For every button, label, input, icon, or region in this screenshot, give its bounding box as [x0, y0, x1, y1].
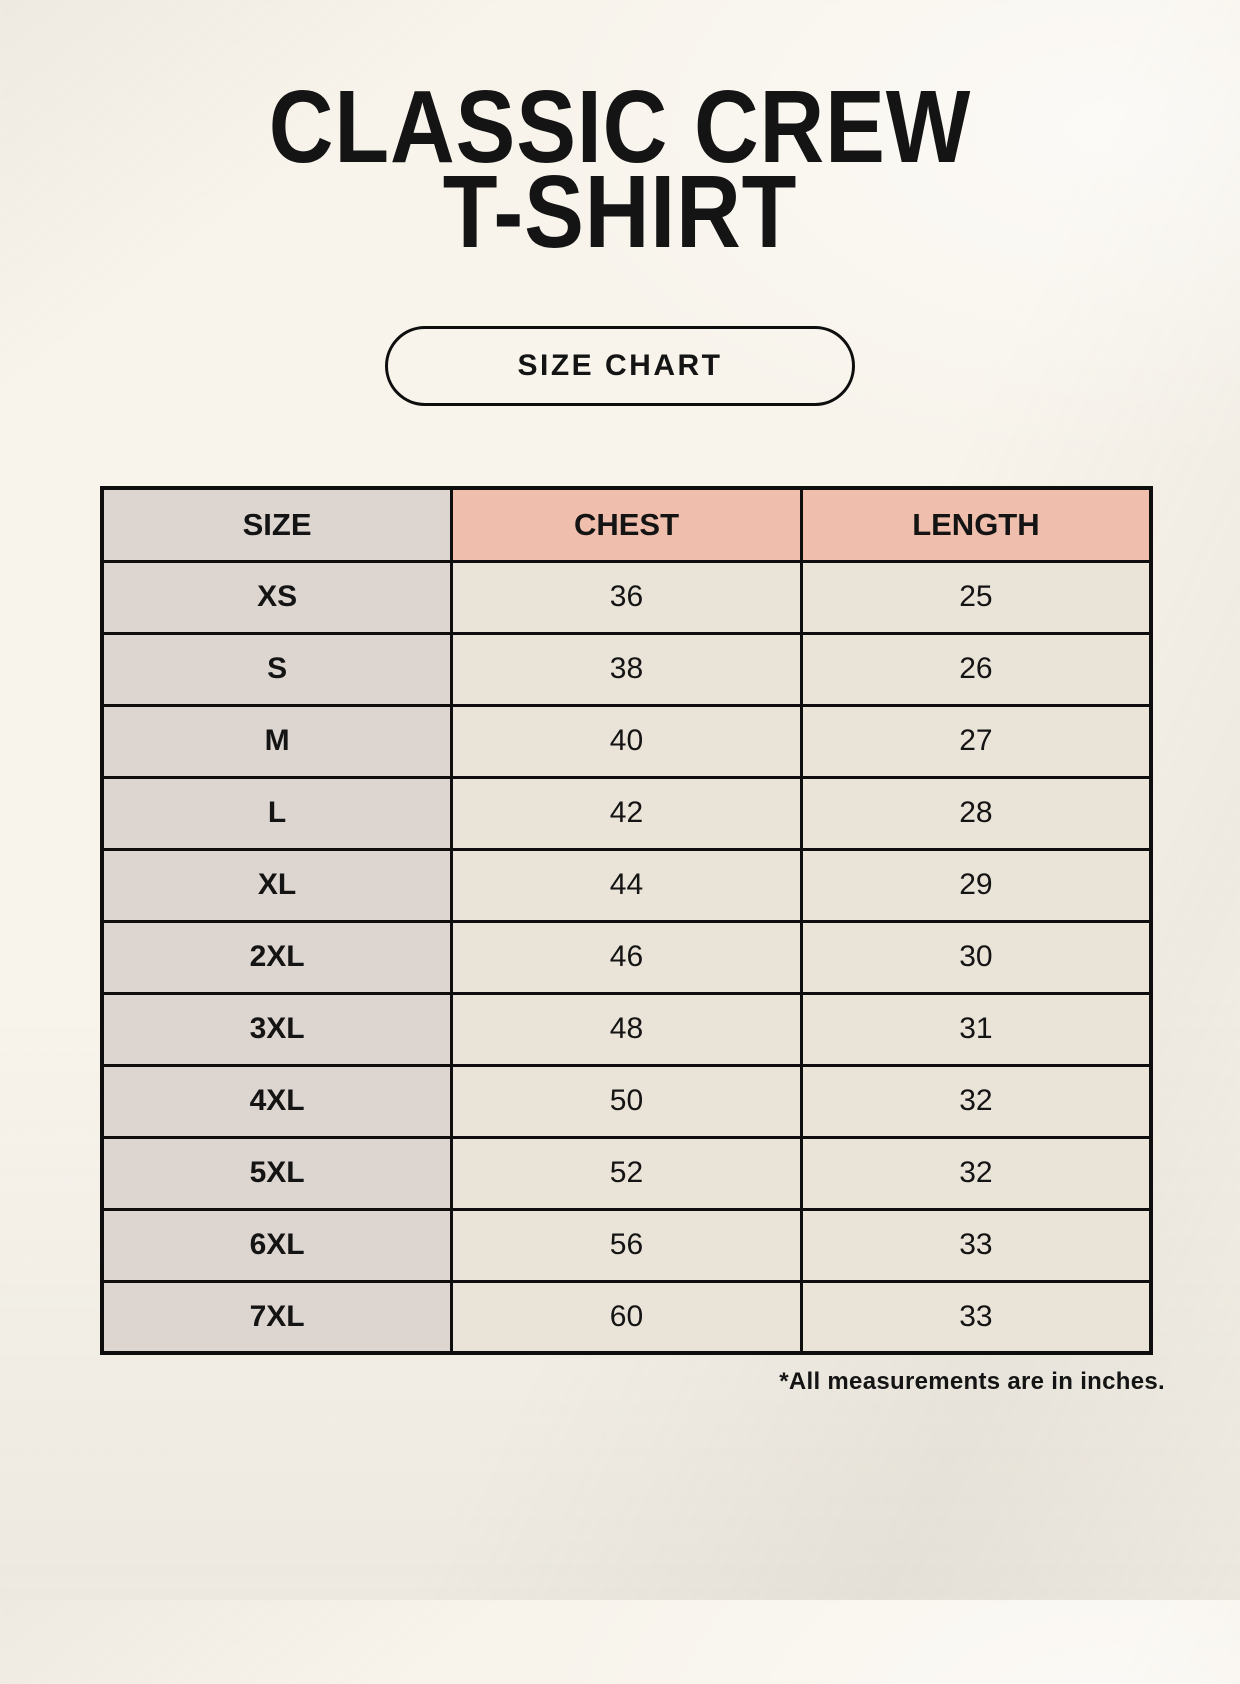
- chest-cell: 42: [450, 775, 803, 851]
- table-row: XS 36 25: [100, 559, 1153, 635]
- size-table-body: XS 36 25 S 38 26 M 40 27 L 42 28 XL 44 29 2XL 46 30 3XL 48 3…: [100, 559, 1153, 1355]
- size-cell: 7XL: [100, 1279, 454, 1355]
- chest-cell: 36: [450, 559, 803, 635]
- length-cell: 30: [799, 919, 1153, 995]
- column-header-size: SIZE: [100, 486, 454, 563]
- length-cell: 32: [799, 1135, 1153, 1211]
- table-row: 4XL 50 32: [100, 1063, 1153, 1139]
- length-cell: 33: [799, 1279, 1153, 1355]
- chest-cell: 50: [450, 1063, 803, 1139]
- length-cell: 31: [799, 991, 1153, 1067]
- size-cell: L: [100, 775, 454, 851]
- header-row: SIZE CHEST LENGTH: [100, 486, 1153, 563]
- size-chart-badge[interactable]: SIZE CHART: [385, 326, 855, 406]
- size-cell: 6XL: [100, 1207, 454, 1283]
- size-cell: 2XL: [100, 919, 454, 995]
- length-cell: 29: [799, 847, 1153, 923]
- size-chart-table: SIZE CHEST LENGTH XS 36 25 S 38 26 M 40 27 L 42 28 X…: [100, 486, 1153, 1355]
- size-cell: M: [100, 703, 454, 779]
- chest-cell: 46: [450, 919, 803, 995]
- size-cell: 5XL: [100, 1135, 454, 1211]
- size-cell: S: [100, 631, 454, 707]
- chest-cell: 40: [450, 703, 803, 779]
- chest-cell: 44: [450, 847, 803, 923]
- length-cell: 27: [799, 703, 1153, 779]
- chest-cell: 48: [450, 991, 803, 1067]
- table-row: 3XL 48 31: [100, 991, 1153, 1067]
- size-cell: 4XL: [100, 1063, 454, 1139]
- size-cell: XL: [100, 847, 454, 923]
- column-header-length: LENGTH: [799, 486, 1153, 563]
- page-title: CLASSIC CREW T-SHIRT: [81, 75, 1160, 263]
- size-cell: 3XL: [100, 991, 454, 1067]
- badge-row: SIZE CHART: [0, 326, 1240, 406]
- table-row: XL 44 29: [100, 847, 1153, 923]
- page-title-line1: CLASSIC CREW: [268, 69, 972, 184]
- size-chart-badge-label: SIZE CHART: [517, 349, 723, 382]
- table-row: L 42 28: [100, 775, 1153, 851]
- length-cell: 26: [799, 631, 1153, 707]
- length-cell: 28: [799, 775, 1153, 851]
- length-cell: 33: [799, 1207, 1153, 1283]
- chest-cell: 56: [450, 1207, 803, 1283]
- column-header-chest: CHEST: [450, 486, 803, 563]
- table-row: 5XL 52 32: [100, 1135, 1153, 1211]
- page-title-line2: T-SHIRT: [442, 154, 798, 269]
- measurements-footnote: *All measurements are in inches.: [779, 1368, 1165, 1395]
- chest-cell: 52: [450, 1135, 803, 1211]
- size-chart-table-head: SIZE CHEST LENGTH: [100, 486, 1153, 563]
- length-cell: 25: [799, 559, 1153, 635]
- chest-cell: 60: [450, 1279, 803, 1355]
- table-row: 2XL 46 30: [100, 919, 1153, 995]
- size-cell: XS: [100, 559, 454, 635]
- length-cell: 32: [799, 1063, 1153, 1139]
- table-row: S 38 26: [100, 631, 1153, 707]
- table-row: 6XL 56 33: [100, 1207, 1153, 1283]
- chest-cell: 38: [450, 631, 803, 707]
- table-row: M 40 27: [100, 703, 1153, 779]
- table-row: 7XL 60 33: [100, 1279, 1153, 1355]
